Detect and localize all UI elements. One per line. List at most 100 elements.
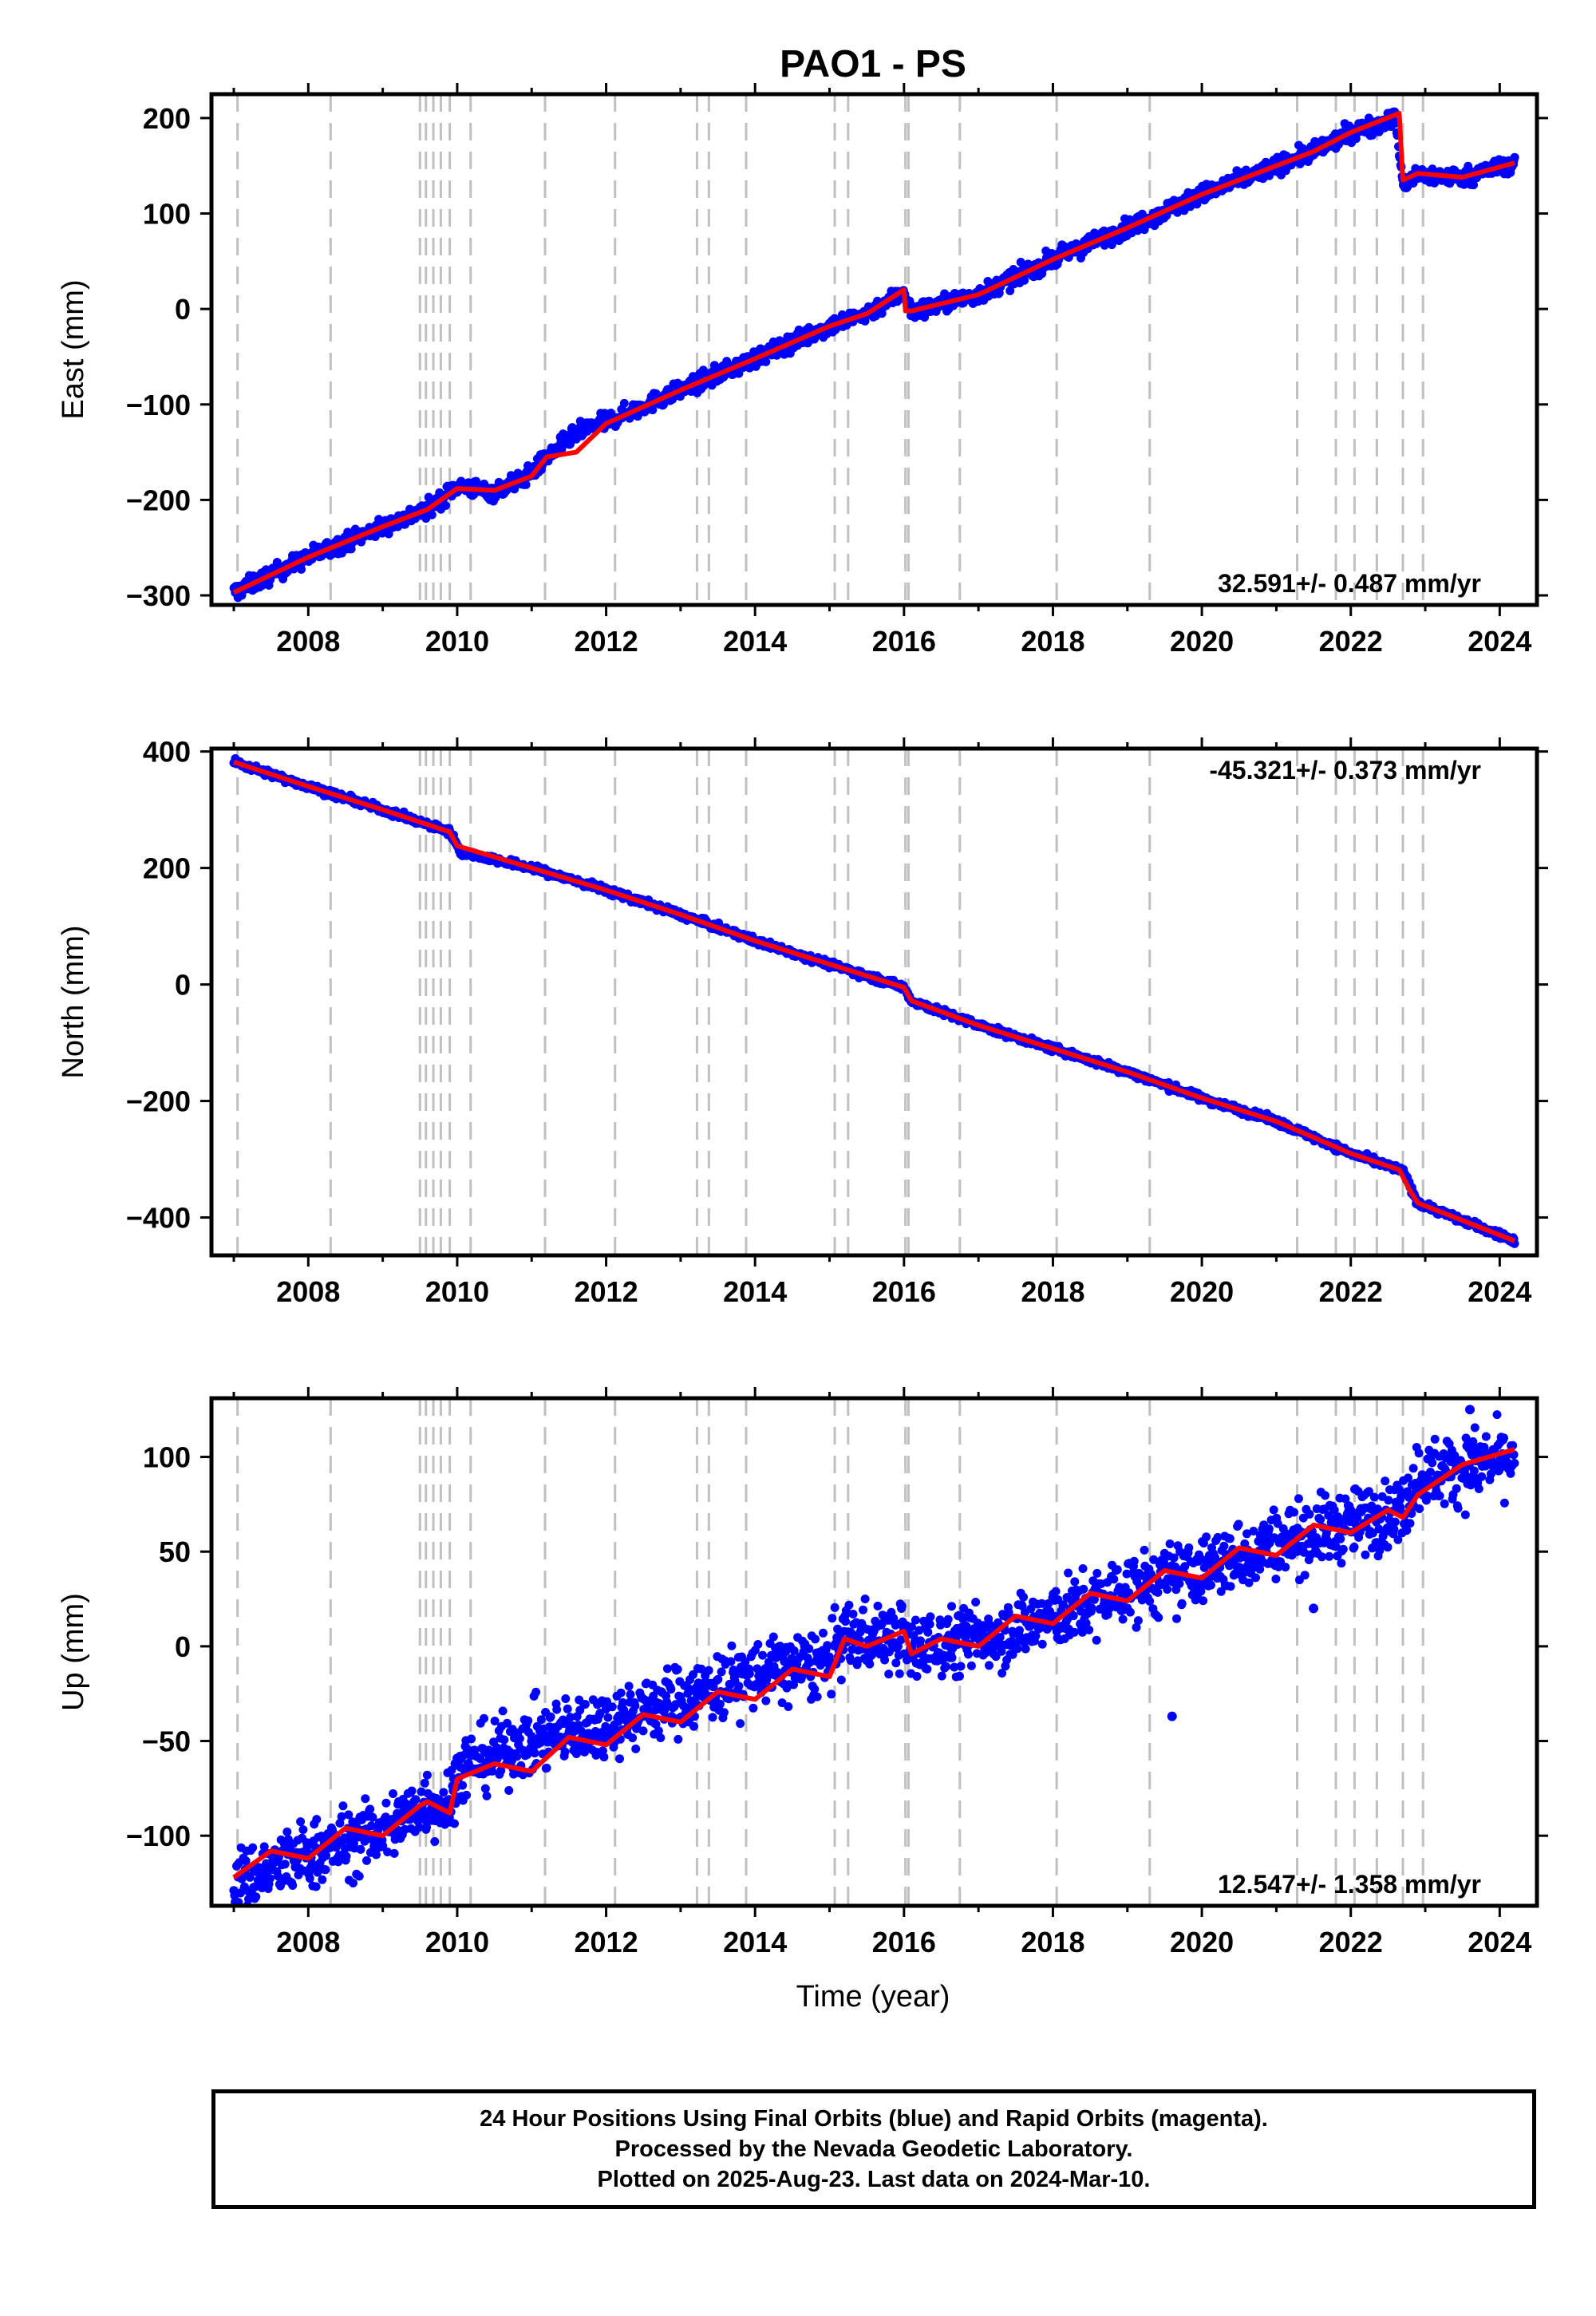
x-tick-label: 2022 — [1319, 1275, 1383, 1308]
data-point — [337, 1812, 346, 1821]
data-point — [441, 501, 450, 510]
data-point — [616, 1688, 626, 1697]
data-point — [619, 398, 629, 408]
data-point — [504, 1786, 514, 1795]
data-point — [422, 1770, 432, 1780]
x-tick-label: 2022 — [1319, 625, 1383, 658]
data-point — [241, 1856, 251, 1866]
data-point — [736, 1719, 745, 1729]
data-point — [342, 1852, 351, 1861]
data-points — [229, 754, 1519, 1248]
data-point — [860, 1595, 870, 1603]
data-point — [480, 1713, 488, 1723]
data-point — [810, 1685, 820, 1694]
y-tick-label: −300 — [126, 579, 191, 612]
data-point — [530, 1749, 539, 1758]
data-point — [439, 1788, 448, 1797]
panel-east: 2008 2010 2012 2014 2016 2018 2020 2022 2024−300… — [57, 83, 1548, 658]
data-point — [280, 1860, 290, 1869]
x-tick-label: 2020 — [1170, 1275, 1234, 1308]
plot-frame — [209, 92, 1539, 607]
data-point — [542, 1763, 551, 1773]
data-point — [836, 1675, 846, 1685]
data-point — [480, 1784, 490, 1793]
data-point — [312, 1815, 322, 1824]
data-point — [298, 1825, 308, 1835]
data-point — [488, 1766, 497, 1776]
data-point — [367, 1821, 376, 1831]
data-point — [371, 1850, 381, 1860]
data-point — [420, 1778, 429, 1788]
data-point — [880, 1655, 890, 1665]
data-point — [427, 510, 437, 520]
data-point — [684, 1683, 693, 1693]
data-point — [447, 1765, 456, 1775]
data-point — [708, 1713, 717, 1722]
data-point — [321, 1865, 330, 1875]
data-point — [521, 480, 531, 489]
data-point — [830, 1603, 839, 1612]
data-point — [674, 1734, 683, 1744]
x-tick-label: 2024 — [1468, 625, 1531, 658]
panel-up: 2008 2010 2012 2014 2016 2018 2020 2022 2024−100… — [57, 1387, 1548, 1958]
panels: 2008 2010 2012 2014 2016 2018 2020 2022 2024−300… — [57, 83, 1548, 1958]
data-point — [266, 1874, 275, 1883]
data-point — [662, 1664, 672, 1674]
data-point — [259, 1842, 269, 1852]
data-point — [819, 1628, 828, 1638]
y-tick-label: 0 — [175, 293, 191, 326]
data-point — [631, 1744, 641, 1753]
data-point — [531, 1687, 541, 1697]
y-tick-label: 400 — [143, 736, 191, 769]
data-point — [418, 1806, 428, 1816]
y-tick-label: −200 — [126, 1085, 191, 1118]
data-point — [389, 1848, 399, 1858]
data-point — [607, 1702, 617, 1712]
data-point — [417, 1787, 426, 1796]
data-point — [697, 1664, 706, 1674]
data-point — [844, 1600, 854, 1610]
data-point — [827, 1690, 836, 1699]
data-point — [726, 1657, 736, 1666]
data-point — [761, 1696, 771, 1705]
data-point — [823, 1641, 832, 1650]
data-point — [789, 1646, 799, 1655]
data-point — [753, 1664, 762, 1674]
x-tick-label: 2012 — [575, 625, 638, 658]
data-point — [853, 1656, 863, 1666]
x-tick-label: 2016 — [872, 1275, 936, 1308]
y-tick-label: −400 — [126, 1202, 191, 1235]
data-point — [689, 1721, 698, 1731]
data-point — [523, 1716, 533, 1725]
data-point — [689, 1670, 697, 1679]
data-point — [727, 1641, 737, 1650]
model-line — [232, 110, 1515, 595]
data-point — [824, 1652, 834, 1662]
data-point — [378, 1841, 388, 1851]
data-point — [580, 1747, 590, 1757]
data-point — [563, 1704, 572, 1713]
x-tick-label: 2014 — [723, 625, 787, 658]
data-point — [282, 1827, 292, 1836]
y-axis-label: East (mm) — [57, 279, 90, 419]
data-point — [318, 1875, 327, 1884]
data-point — [500, 1735, 509, 1745]
data-point — [450, 1819, 459, 1828]
data-point — [804, 1644, 814, 1654]
data-point — [536, 1715, 546, 1725]
data-point — [745, 1669, 754, 1678]
data-point — [305, 1874, 314, 1883]
data-point — [603, 1713, 613, 1722]
data-point — [248, 1843, 258, 1852]
data-point — [713, 1674, 723, 1684]
data-point — [365, 1804, 375, 1814]
data-point — [344, 1810, 354, 1820]
y-tick-label: 0 — [175, 969, 191, 1002]
data-point — [411, 1795, 421, 1804]
data-point — [867, 1650, 876, 1660]
data-point — [503, 1718, 512, 1728]
x-tick-label: 2008 — [276, 1275, 340, 1308]
data-point — [626, 1690, 635, 1699]
data-point — [717, 1667, 726, 1677]
data-point — [1192, 200, 1202, 209]
